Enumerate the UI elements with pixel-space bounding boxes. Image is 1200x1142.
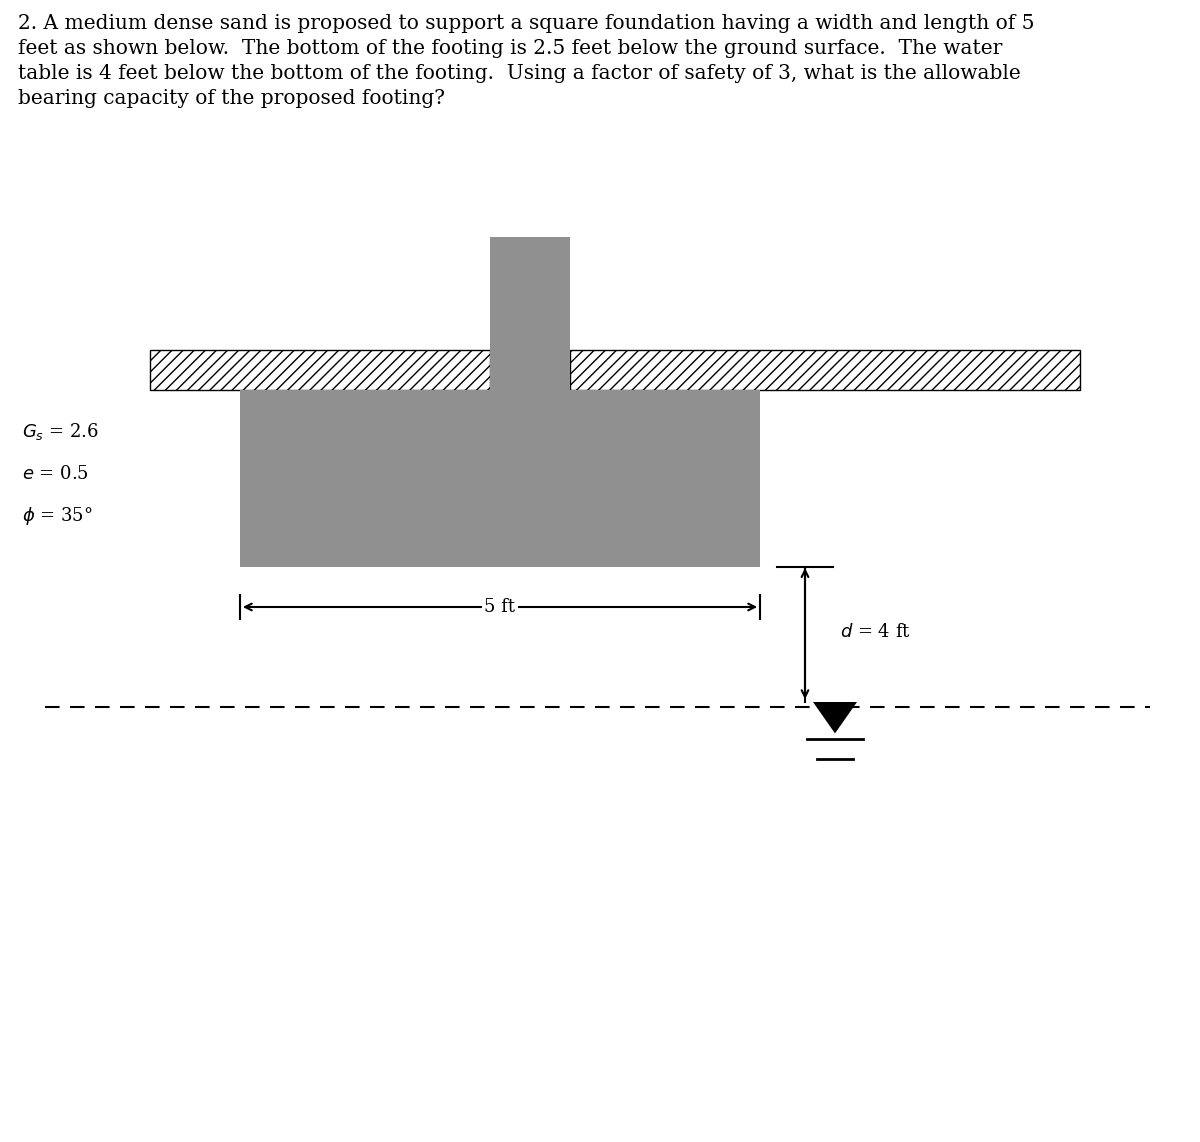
Text: 2. A medium dense sand is proposed to support a square foundation having a width: 2. A medium dense sand is proposed to su… xyxy=(18,14,1034,108)
Bar xyxy=(490,238,570,349)
Bar xyxy=(150,349,490,391)
Polygon shape xyxy=(814,702,857,733)
Text: $\phi$ = 35°: $\phi$ = 35° xyxy=(22,505,92,526)
Bar xyxy=(570,349,1080,391)
Bar xyxy=(490,349,570,391)
Text: $e$ = 0.5: $e$ = 0.5 xyxy=(22,465,89,483)
Text: 5 ft: 5 ft xyxy=(485,598,516,616)
Text: $G_s$ = 2.6: $G_s$ = 2.6 xyxy=(22,421,100,442)
Text: $d$ = 4 ft: $d$ = 4 ft xyxy=(840,624,911,641)
Bar xyxy=(240,391,760,566)
